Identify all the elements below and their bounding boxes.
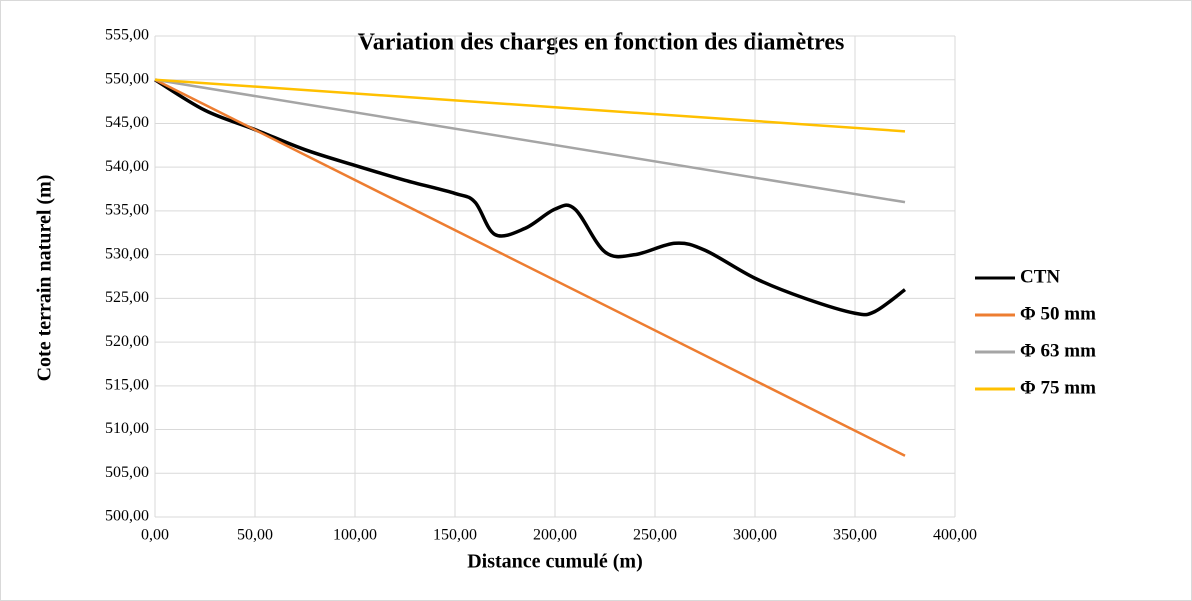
- series-line: [154, 78, 907, 317]
- y-tick-label: 520,00: [105, 333, 149, 350]
- y-tick-label: 505,00: [105, 464, 149, 481]
- x-tick-label: 400,00: [933, 527, 977, 544]
- series-line: [154, 78, 906, 204]
- series-line: [154, 78, 906, 457]
- y-tick-label: 530,00: [105, 245, 149, 262]
- x-tick-label: 300,00: [733, 527, 777, 544]
- legend-label: Φ 75 mm: [1020, 377, 1096, 398]
- y-tick-label: 550,00: [105, 70, 149, 87]
- y-tick-label: 510,00: [105, 420, 149, 437]
- x-tick-label: 100,00: [333, 527, 377, 544]
- series-line: [154, 78, 906, 133]
- x-axis-label: Distance cumulé (m): [467, 551, 643, 573]
- y-tick-label: 515,00: [105, 376, 149, 393]
- legend-label: Φ 63 mm: [1020, 340, 1096, 361]
- y-tick-label: 540,00: [105, 158, 149, 175]
- x-tick-label: 0,00: [141, 527, 169, 544]
- x-tick-label: 150,00: [433, 527, 477, 544]
- legend-label: CTN: [1020, 266, 1060, 287]
- y-axis-label: Cote terrain naturel (m): [34, 175, 56, 382]
- y-tick-label: 535,00: [105, 202, 149, 219]
- y-tick-label: 525,00: [105, 289, 149, 306]
- x-tick-label: 50,00: [237, 527, 273, 544]
- x-tick-label: 350,00: [833, 527, 877, 544]
- y-tick-label: 545,00: [105, 114, 149, 131]
- chart-title: Variation des charges en fonction des di…: [358, 30, 845, 56]
- legend-label: Φ 50 mm: [1020, 303, 1096, 324]
- x-tick-label: 200,00: [533, 527, 577, 544]
- y-tick-label: 500,00: [105, 508, 149, 525]
- x-tick-label: 250,00: [633, 527, 677, 544]
- y-tick-label: 555,00: [105, 27, 149, 44]
